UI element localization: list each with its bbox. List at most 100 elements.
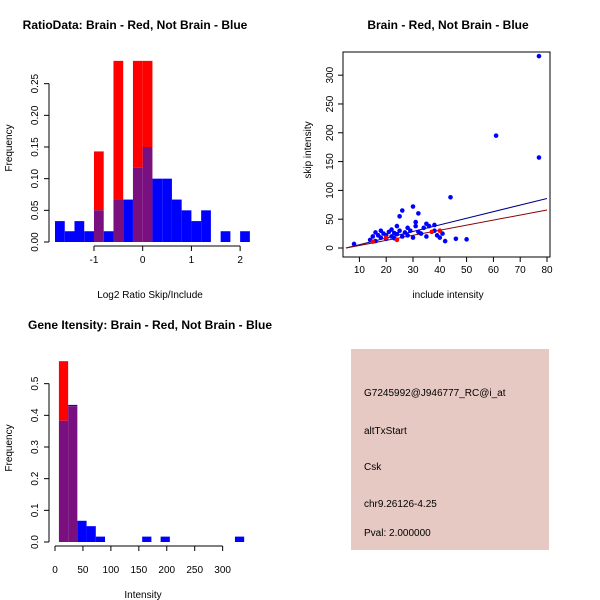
not-brain-point [378,235,384,240]
y-tick-label: 0.5 [30,376,41,390]
brain-point [370,239,376,244]
ratio-histogram-axes: -1 0 1 2 0.00 0.05 0.10 0.15 0.20 0.25 [30,73,243,266]
x-tick-label: 50 [77,565,89,576]
not-brain-point [413,219,418,225]
not-brain-point [464,237,469,242]
brain-point [437,228,443,234]
x-tick-label: 150 [130,565,147,576]
overlap-bar [132,167,143,242]
gene-intensity-axes: 0 50 100 150 200 250 300 0.0 0.1 0.2 0.3 0.4 0.5 [30,376,231,576]
not-brain-point [405,233,410,238]
overlap-bar [113,199,124,242]
x-tick-label: 0 [140,255,146,266]
y-tick-label: 250 [325,95,336,112]
y-tick-label: 0.15 [30,137,41,157]
y-tick-label: 0.25 [30,73,41,93]
x-tick-label: 20 [381,265,393,276]
fit-line [345,197,548,249]
not-brain-point [389,227,394,232]
x-tick-label: 60 [488,265,500,276]
not-brain-point [536,155,542,160]
intensity-scatter-panel: Brain - Red, Not Brain - Blue 10 20 30 40 50… [303,18,553,301]
probe-id-text: G7245992@J946777_RC@i_at [364,388,506,399]
brain-bar [132,60,143,168]
y-tick-label: 0.4 [30,408,41,422]
x-tick-label: 2 [237,255,243,266]
not-brain-bar [171,199,182,242]
not-brain-bar [95,536,106,542]
fit-line [345,209,548,249]
ratio-histogram-title: RatioData: Brain - Red, Not Brain - Blue [23,18,248,32]
not-brain-point [405,225,410,231]
not-brain-point [424,234,429,239]
brain-point [429,229,435,235]
not-brain-bar [201,210,211,242]
gene-intensity-ylabel: Frequency [4,424,15,471]
not-brain-point [397,228,402,234]
y-tick-label: 100 [325,182,336,199]
info-panel-background [351,349,549,550]
not-brain-bar [86,526,96,542]
not-brain-bar [84,231,94,242]
not-brain-bar [68,404,78,407]
y-tick-label: 150 [325,153,336,170]
overlap-bar [68,406,78,542]
scatter-title: Brain - Red, Not Brain - Blue [367,18,529,32]
not-brain-bar [191,221,202,242]
y-tick-label: 200 [325,124,336,141]
not-brain-point [416,211,421,216]
y-tick-label: 50 [325,213,336,225]
not-brain-bar [64,231,75,242]
not-brain-point [399,234,405,239]
scatter-plot-box [342,51,551,258]
y-tick-label: 0.1 [30,503,41,517]
not-brain-point [413,223,418,229]
gene-intensity-bars [58,361,245,542]
not-brain-point [394,223,400,229]
pval-text: Pval: 2.000000 [364,528,431,539]
scatter-axes: 10 20 30 40 50 60 70 80 0 50 100 150 200 250 300 [325,66,553,276]
x-tick-label: -1 [90,255,99,266]
not-brain-point [378,228,384,234]
not-brain-point [408,228,413,234]
not-brain-point [426,223,432,229]
y-tick-label: 0.20 [30,105,41,125]
not-brain-point [410,204,416,209]
x-tick-label: 50 [461,265,473,276]
ratio-histogram-ylabel: Frequency [4,124,15,171]
y-tick-label: 0.10 [30,168,41,188]
x-tick-label: 0 [52,565,58,576]
not-brain-bar [74,221,85,242]
x-tick-label: 1 [189,255,195,266]
not-brain-point [448,195,453,200]
not-brain-bar [142,536,152,542]
x-tick-label: 80 [541,265,553,276]
gene-name-text: Csk [364,462,382,473]
not-brain-bar [152,178,163,242]
not-brain-bar [77,520,87,542]
gene-intensity-title: Gene Itensity: Brain - Red, Not Brain - … [28,318,272,332]
not-brain-bar [220,231,231,242]
x-tick-label: 40 [434,265,446,276]
scatter-points [351,53,542,247]
brain-bar [142,60,153,147]
event-type-text: altTxStart [364,426,407,437]
ratio-histogram-xlabel: Log2 Ratio Skip/Include [97,290,203,301]
not-brain-point [373,230,378,235]
x-tick-label: 200 [158,565,175,576]
x-tick-label: 10 [354,265,366,276]
scatter-ylabel: skip intensity [303,121,314,178]
not-brain-point [370,234,376,239]
y-tick-label: 0.05 [30,200,41,220]
not-brain-point [351,241,357,247]
not-brain-bar [160,536,170,542]
not-brain-bar [240,231,250,242]
not-brain-bar [181,210,192,242]
overlap-bar [142,147,153,242]
y-tick-label: 0.2 [30,471,41,485]
ratio-histogram-panel: RatioData: Brain - Red, Not Brain - Blue… [4,18,250,301]
not-brain-point [493,133,499,138]
not-brain-bar [234,536,245,542]
not-brain-point [432,222,437,228]
